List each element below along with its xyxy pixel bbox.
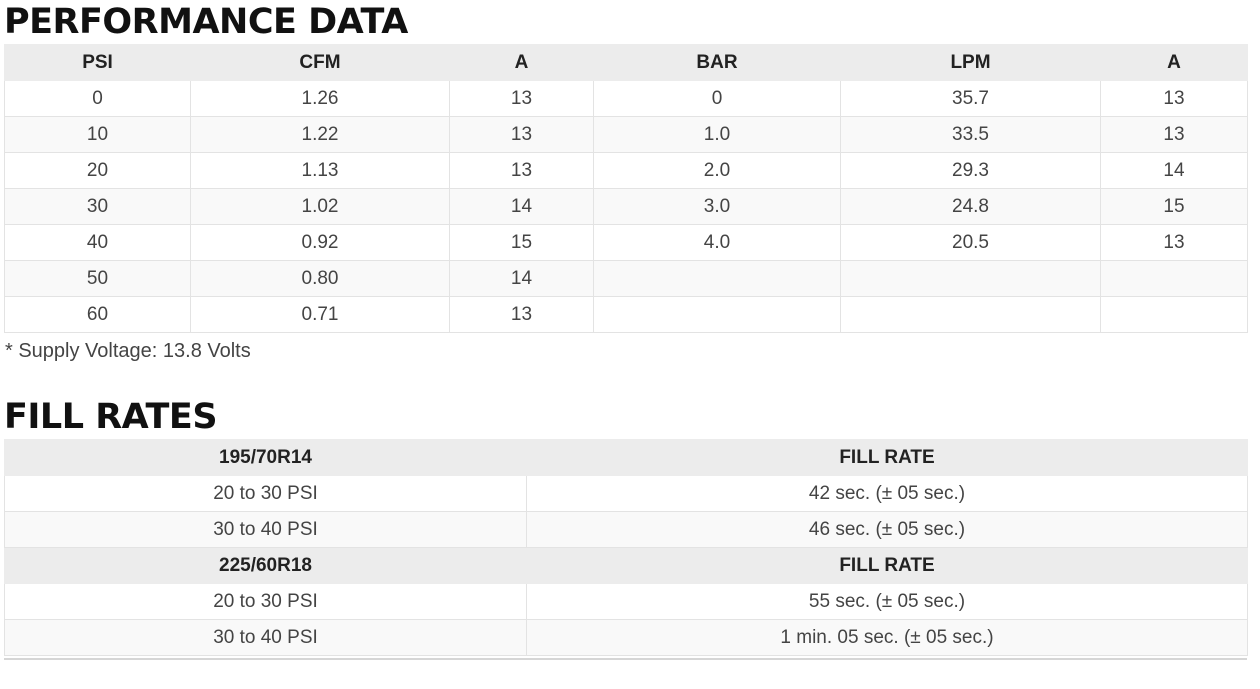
tire-size-header: 195/70R14 <box>4 439 527 476</box>
column-header-bar: BAR <box>593 44 841 81</box>
table-cell: 46 sec. (± 05 sec.) <box>526 511 1248 548</box>
fill-rates-title: FILL RATES <box>4 397 218 437</box>
table-cell: 40 <box>4 224 191 261</box>
table-cell <box>1100 296 1248 333</box>
table-cell: 30 to 40 PSI <box>4 511 527 548</box>
table-row: 30 1.02 14 3.0 24.8 15 <box>4 188 1248 225</box>
table-cell: 42 sec. (± 05 sec.) <box>526 475 1248 512</box>
fill-rate-header: FILL RATE <box>526 547 1248 584</box>
table-cell: 1 min. 05 sec. (± 05 sec.) <box>526 619 1248 656</box>
table-cell: 20.5 <box>840 224 1101 261</box>
table-row: 20 to 30 PSI 55 sec. (± 05 sec.) <box>4 583 1248 620</box>
table-cell: 14 <box>449 188 594 225</box>
table-cell: 13 <box>449 80 594 117</box>
bottom-divider <box>4 658 1247 660</box>
table-cell: 13 <box>449 152 594 189</box>
table-cell: 20 to 30 PSI <box>4 583 527 620</box>
table-cell: 29.3 <box>840 152 1101 189</box>
column-header-amps-metric: A <box>1100 44 1248 81</box>
table-cell: 13 <box>449 116 594 153</box>
table-cell: 55 sec. (± 05 sec.) <box>526 583 1248 620</box>
column-header-psi: PSI <box>4 44 191 81</box>
table-cell: 50 <box>4 260 191 297</box>
table-cell: 33.5 <box>840 116 1101 153</box>
table-cell: 13 <box>1100 80 1248 117</box>
table-row: 30 to 40 PSI 46 sec. (± 05 sec.) <box>4 511 1248 548</box>
table-row: 0 1.26 13 0 35.7 13 <box>4 80 1248 117</box>
table-cell: 0.80 <box>190 260 450 297</box>
table-cell: 15 <box>449 224 594 261</box>
table-cell: 10 <box>4 116 191 153</box>
table-row: 30 to 40 PSI 1 min. 05 sec. (± 05 sec.) <box>4 619 1248 656</box>
table-cell: 3.0 <box>593 188 841 225</box>
table-cell: 15 <box>1100 188 1248 225</box>
table-cell: 0.71 <box>190 296 450 333</box>
table-cell: 1.0 <box>593 116 841 153</box>
column-header-amps: A <box>449 44 594 81</box>
column-header-cfm: CFM <box>190 44 450 81</box>
table-row: 10 1.22 13 1.0 33.5 13 <box>4 116 1248 153</box>
performance-table: PSI CFM A BAR LPM A 0 1.26 13 0 35.7 13 … <box>4 44 1248 333</box>
table-cell <box>840 296 1101 333</box>
fill-rates-table: 195/70R14 FILL RATE 20 to 30 PSI 42 sec.… <box>4 439 1248 656</box>
table-cell: 0 <box>593 80 841 117</box>
table-cell: 14 <box>449 260 594 297</box>
table-cell: 2.0 <box>593 152 841 189</box>
table-cell: 13 <box>449 296 594 333</box>
table-cell <box>593 296 841 333</box>
table-cell <box>1100 260 1248 297</box>
table-cell <box>593 260 841 297</box>
performance-data-title: PERFORMANCE DATA <box>4 2 408 42</box>
table-cell: 1.26 <box>190 80 450 117</box>
tire-size-header: 225/60R18 <box>4 547 527 584</box>
table-cell: 60 <box>4 296 191 333</box>
fill-rate-header: FILL RATE <box>526 439 1248 476</box>
table-cell: 20 <box>4 152 191 189</box>
table-row: 50 0.80 14 <box>4 260 1248 297</box>
table-row: 20 1.13 13 2.0 29.3 14 <box>4 152 1248 189</box>
table-cell: 30 to 40 PSI <box>4 619 527 656</box>
table-cell: 35.7 <box>840 80 1101 117</box>
performance-header-row: PSI CFM A BAR LPM A <box>4 44 1248 81</box>
table-cell: 0.92 <box>190 224 450 261</box>
fill-rates-group-header: 195/70R14 FILL RATE <box>4 439 1248 476</box>
table-cell: 24.8 <box>840 188 1101 225</box>
table-cell: 13 <box>1100 116 1248 153</box>
table-cell <box>840 260 1101 297</box>
supply-voltage-note: * Supply Voltage: 13.8 Volts <box>5 340 251 362</box>
table-row: 40 0.92 15 4.0 20.5 13 <box>4 224 1248 261</box>
table-row: 20 to 30 PSI 42 sec. (± 05 sec.) <box>4 475 1248 512</box>
table-cell: 0 <box>4 80 191 117</box>
fill-rates-group-header: 225/60R18 FILL RATE <box>4 547 1248 584</box>
section-spacer <box>4 367 1247 395</box>
table-row: 60 0.71 13 <box>4 296 1248 333</box>
table-cell: 1.22 <box>190 116 450 153</box>
table-cell: 30 <box>4 188 191 225</box>
table-cell: 20 to 30 PSI <box>4 475 527 512</box>
table-cell: 1.02 <box>190 188 450 225</box>
table-cell: 14 <box>1100 152 1248 189</box>
column-header-lpm: LPM <box>840 44 1101 81</box>
table-cell: 4.0 <box>593 224 841 261</box>
table-cell: 13 <box>1100 224 1248 261</box>
table-cell: 1.13 <box>190 152 450 189</box>
